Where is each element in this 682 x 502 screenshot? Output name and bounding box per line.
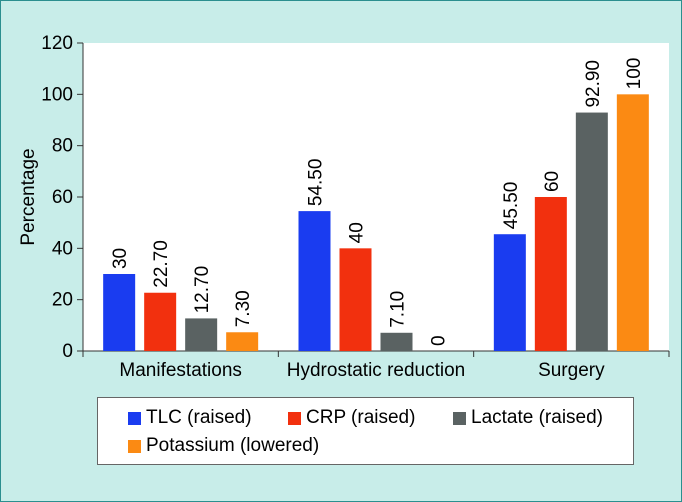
x-category-label: Manifestations (119, 360, 242, 381)
bar-value-label: 54.50 (306, 159, 327, 207)
legend-swatch (453, 411, 466, 425)
bar (103, 274, 136, 351)
bar (534, 197, 567, 351)
bars (103, 94, 649, 351)
bar-value-label: 7.30 (233, 290, 254, 327)
y-tick-label: 120 (41, 33, 73, 54)
bar-value-label: 40 (347, 222, 368, 243)
legend-item: Lactate (raised) (453, 407, 603, 429)
plot-area (83, 43, 669, 351)
y-axis: 0 20 40 60 80 100 120 (41, 33, 84, 362)
bar-value-label: 100 (624, 58, 645, 90)
bar-value-label: 92.90 (583, 60, 604, 108)
bar-value-label: 12.70 (192, 266, 213, 314)
legend-item: TLC (raised) (128, 407, 252, 429)
legend-label: Potassium (lowered) (146, 435, 320, 456)
bar-value-label: 45.50 (501, 182, 522, 230)
legend-item: Potassium (lowered) (128, 435, 319, 457)
bar (226, 332, 259, 351)
legend-swatch (128, 411, 141, 425)
legend-swatch (128, 439, 141, 453)
y-tick-label: 20 (52, 290, 73, 311)
bar (185, 318, 218, 351)
legend-label: Lactate (raised) (471, 407, 604, 428)
bar-value-label: 7.10 (388, 291, 409, 328)
bar-value-label: 22.70 (151, 240, 172, 288)
bar-value-label: 30 (110, 248, 131, 269)
bar (298, 211, 331, 351)
y-tick-label: 0 (62, 341, 73, 362)
bar (616, 94, 649, 351)
legend-item: CRP (raised) (288, 407, 415, 429)
bar-value-label: 0 (429, 335, 450, 346)
legend-swatch (288, 411, 301, 425)
bar-value-label: 60 (542, 171, 563, 192)
x-category-label: Surgery (538, 360, 605, 381)
y-tick-label: 100 (41, 84, 73, 105)
legend-label: TLC (raised) (146, 407, 252, 428)
y-axis-label: Percentage (18, 148, 39, 245)
legend-label: CRP (raised) (306, 407, 416, 428)
x-axis: Manifestations Hydrostatic reduction Surge… (82, 350, 670, 381)
bar-chart: 0 20 40 60 80 100 120 Manifestations Hydrostati… (18, 33, 670, 381)
x-category-label: Hydrostatic reduction (287, 360, 465, 381)
legend: TLC (raised) CRP (raised) Lactate (raised)… (97, 397, 634, 465)
y-tick-label: 80 (52, 136, 73, 157)
bar (493, 234, 526, 351)
y-tick-label: 60 (52, 187, 73, 208)
bar (144, 292, 177, 351)
bar (339, 248, 372, 351)
bar (575, 112, 608, 351)
bar (380, 332, 413, 351)
value-labels: 30 54.50 45.50 22.70 40 60 12.70 7.10 92.90 7.30 0… (110, 58, 645, 346)
y-tick-label: 40 (52, 238, 73, 259)
